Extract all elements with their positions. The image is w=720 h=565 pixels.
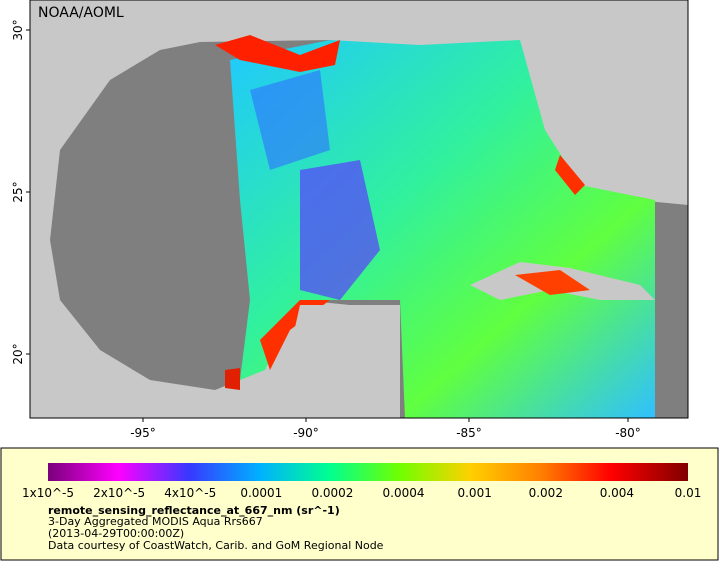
lat-label: 30°	[11, 19, 25, 40]
colorbar-label: 0.001	[457, 486, 491, 500]
legend-line: 3-Day Aggregated MODIS Aqua Rrs667	[48, 515, 263, 528]
legend-text: remote_sensing_reflectance_at_667_nm (sr…	[48, 504, 384, 552]
lon-label: -85°	[456, 426, 482, 440]
data-coverage	[230, 40, 655, 418]
data-patch	[300, 160, 380, 300]
colorbar-label: 1x10^-5	[22, 486, 74, 500]
data-patch	[555, 155, 585, 195]
left-margin	[0, 0, 30, 418]
colorbar-label: 0.004	[600, 486, 634, 500]
legend-line: Data courtesy of CoastWatch, Carib. and …	[48, 539, 384, 552]
lat-label: 25°	[11, 181, 25, 202]
data-patch	[260, 300, 330, 370]
lat-label: 20°	[11, 343, 25, 364]
legend-line: (2013-04-29T00:00:00Z)	[48, 527, 184, 540]
colorbar-label: 4x10^-5	[164, 486, 216, 500]
colorbar	[48, 463, 688, 481]
lon-label: -95°	[130, 426, 156, 440]
colorbar-label: 0.002	[529, 486, 563, 500]
axis-labels: 30° 25° 20° -95° -90° -85° -80°	[11, 19, 641, 440]
colorbar-label: 0.01	[675, 486, 702, 500]
lon-label: -80°	[615, 426, 641, 440]
data-patch	[215, 35, 340, 72]
colorbar-label: 0.0002	[311, 486, 353, 500]
colorbar-label: 2x10^-5	[93, 486, 145, 500]
data-patch	[225, 368, 240, 390]
colorbar-label: 0.0004	[383, 486, 425, 500]
credit: NOAA/AOML	[38, 5, 124, 21]
colorbar-label: 0.0001	[240, 486, 282, 500]
lon-label: -90°	[293, 426, 319, 440]
colorbar-labels: 1x10^-5 2x10^-5 4x10^-5 0.0001 0.0002 0.0004 0…	[22, 486, 701, 500]
map-frame	[29, 0, 689, 419]
data-patch	[515, 270, 590, 295]
yucatan	[290, 305, 400, 418]
map: NOAA/AOML	[0, 0, 689, 419]
legend-title: remote_sensing_reflectance_at_667_nm (sr…	[48, 504, 340, 517]
data-patch	[250, 70, 330, 170]
